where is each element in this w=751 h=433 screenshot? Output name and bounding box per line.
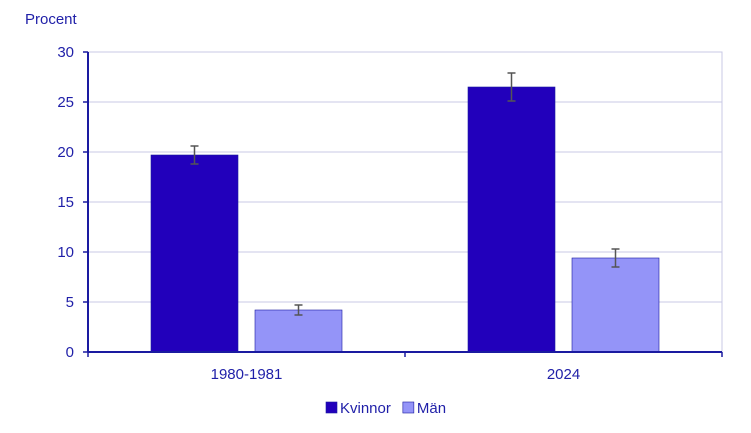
x-tick-label: 1980-1981 (211, 366, 283, 383)
bar-m-n-2024 (571, 257, 660, 353)
bar-kvinnor-2024 (467, 86, 556, 353)
y-tick-label: 25 (57, 94, 74, 111)
legend-label: Män (417, 400, 446, 417)
bar-m-n-1980-1981 (254, 309, 343, 353)
y-tick-label: 5 (66, 294, 74, 311)
y-tick-label: 0 (66, 344, 74, 361)
y-tick-label: 15 (57, 194, 74, 211)
axes (83, 51, 723, 357)
bar-kvinnor-1980-1981 (150, 154, 239, 353)
error-bars-group (190, 72, 620, 316)
y-axis-title: Procent (25, 11, 78, 28)
x-tick-label: 2024 (547, 366, 580, 383)
x-tick-labels: 1980-1981 2024 (211, 366, 581, 383)
legend-swatch (402, 401, 415, 414)
legend-label: Kvinnor (340, 400, 391, 417)
y-tick-labels: 0 5 10 15 20 25 30 (57, 44, 74, 361)
legend-swatch (325, 401, 338, 414)
y-tick-label: 30 (57, 44, 74, 61)
bars-group (150, 86, 660, 353)
y-tick-label: 20 (57, 144, 74, 161)
y-tick-label: 10 (57, 244, 74, 261)
legend: Kvinnor Män (325, 400, 446, 417)
